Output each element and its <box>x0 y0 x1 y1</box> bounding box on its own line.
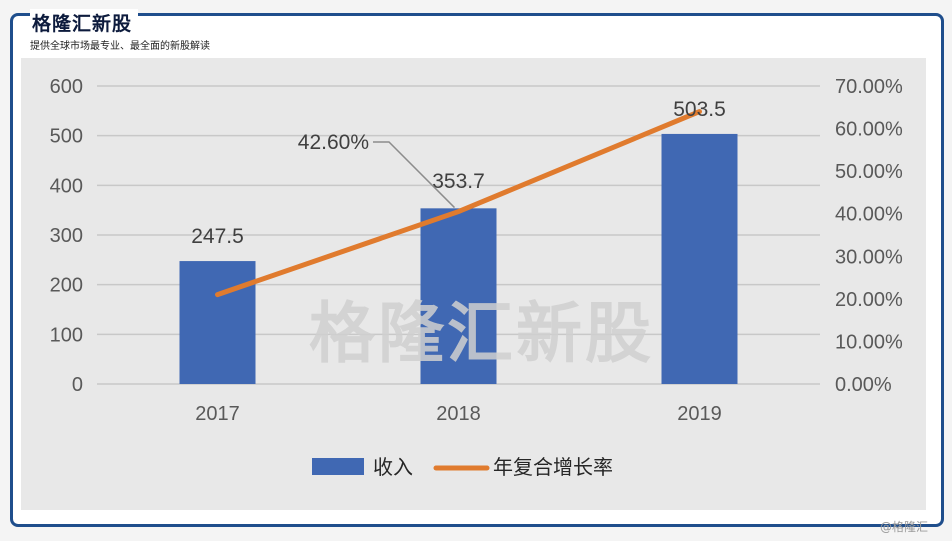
y-left-tick-label: 600 <box>50 76 83 98</box>
corner-watermark: @格隆汇 <box>880 520 929 534</box>
y-right-tick-label: 0.00% <box>835 374 892 396</box>
y-right-tick-label: 60.00% <box>835 119 903 141</box>
y-right-tick-label: 20.00% <box>835 289 903 311</box>
revenue-data-label: 247.5 <box>191 225 244 248</box>
y-right-tick-label: 30.00% <box>835 246 903 268</box>
y-left-tick-label: 300 <box>50 225 83 247</box>
revenue-data-label: 503.5 <box>673 98 726 121</box>
revenue-data-label: 353.7 <box>432 170 485 193</box>
y-right-tick-label: 40.00% <box>835 204 903 226</box>
brand-title: 格隆汇新股 <box>30 9 139 36</box>
label-layer: 0 100 200 300 400 500 600 0.00% 10.00% 20.00% 30.0… <box>50 76 903 425</box>
y-left-tick-label: 500 <box>50 126 83 148</box>
y-left-tick-label: 0 <box>72 374 83 396</box>
line-layer <box>215 109 702 298</box>
y-right-tick-label: 50.00% <box>835 161 903 183</box>
revenue-growth-chart: 0 100 200 300 400 500 600 0.00% 10.00% 20.00% 30.0… <box>50 76 903 479</box>
brand-subtitle: 提供全球市场最专业、最全面的新股解读 <box>30 41 210 52</box>
y-right-tick-label: 10.00% <box>835 331 903 353</box>
revenue-bar <box>179 261 256 384</box>
chart-panel: 0 100 200 300 400 500 600 0.00% 10.00% 20.00% 30.0… <box>21 58 926 510</box>
legend-label-growth: 年复合增长率 <box>493 455 613 479</box>
legend: 收入 年复合增长率 <box>312 455 613 479</box>
y-left-tick-label: 400 <box>50 175 83 197</box>
y-left-tick-label: 200 <box>50 275 83 297</box>
y-left-tick-label: 100 <box>50 324 83 346</box>
x-tick-label: 2018 <box>436 403 481 425</box>
revenue-bar <box>661 133 738 384</box>
legend-label-revenue: 收入 <box>373 455 413 479</box>
bar-layer <box>179 133 738 384</box>
y-right-tick-label: 70.00% <box>835 76 903 98</box>
growth-rate-callout-label: 42.60% <box>298 131 369 154</box>
growth-rate-line <box>215 109 702 298</box>
revenue-bar <box>420 208 497 384</box>
x-tick-label: 2017 <box>195 403 240 425</box>
x-tick-label: 2019 <box>677 403 722 425</box>
legend-bar-swatch <box>312 458 364 475</box>
callout-leader-line <box>373 141 456 209</box>
